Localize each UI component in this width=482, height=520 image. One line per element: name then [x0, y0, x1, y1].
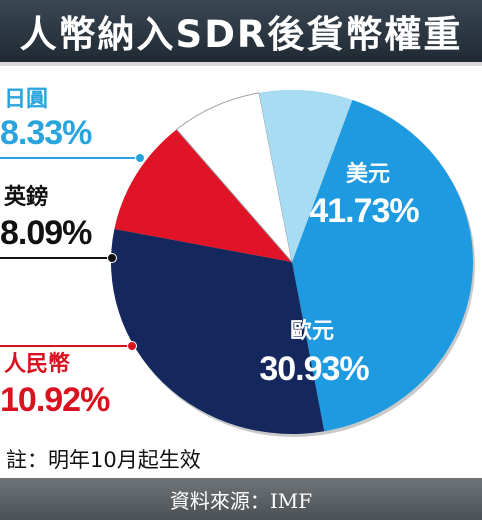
label-usd-name: 美元: [345, 161, 390, 186]
chart-title: 人幣納入SDR後貨幣權重: [0, 0, 482, 66]
pie-chart: [0, 89, 475, 437]
source-credit: 資料來源：IMF: [0, 478, 482, 520]
label-cny-value: 10.92%: [0, 381, 110, 419]
label-gbp-value: 8.09%: [0, 214, 92, 252]
leader-dot-gbp: [107, 253, 117, 263]
label-eur-value: 30.93%: [259, 350, 369, 388]
label-eur-name: 歐元: [289, 318, 334, 343]
label-cny-name: 人民幣: [4, 351, 71, 376]
leader-dot-cny: [127, 341, 137, 351]
label-usd-value: 41.73%: [309, 192, 419, 230]
slice-gbp: [175, 92, 293, 264]
label-jpy-value: 8.33%: [0, 114, 92, 152]
label-jpy-name: 日圓: [4, 86, 49, 111]
footnote: 註：明年10月起生效: [6, 448, 201, 472]
leader-dot-jpy: [135, 153, 145, 163]
slice-jpy: [259, 89, 353, 262]
slice-usd: [292, 99, 473, 432]
slice-eur: [111, 228, 325, 434]
slice-cny: [114, 129, 292, 262]
label-gbp-name: 英鎊: [4, 184, 49, 209]
